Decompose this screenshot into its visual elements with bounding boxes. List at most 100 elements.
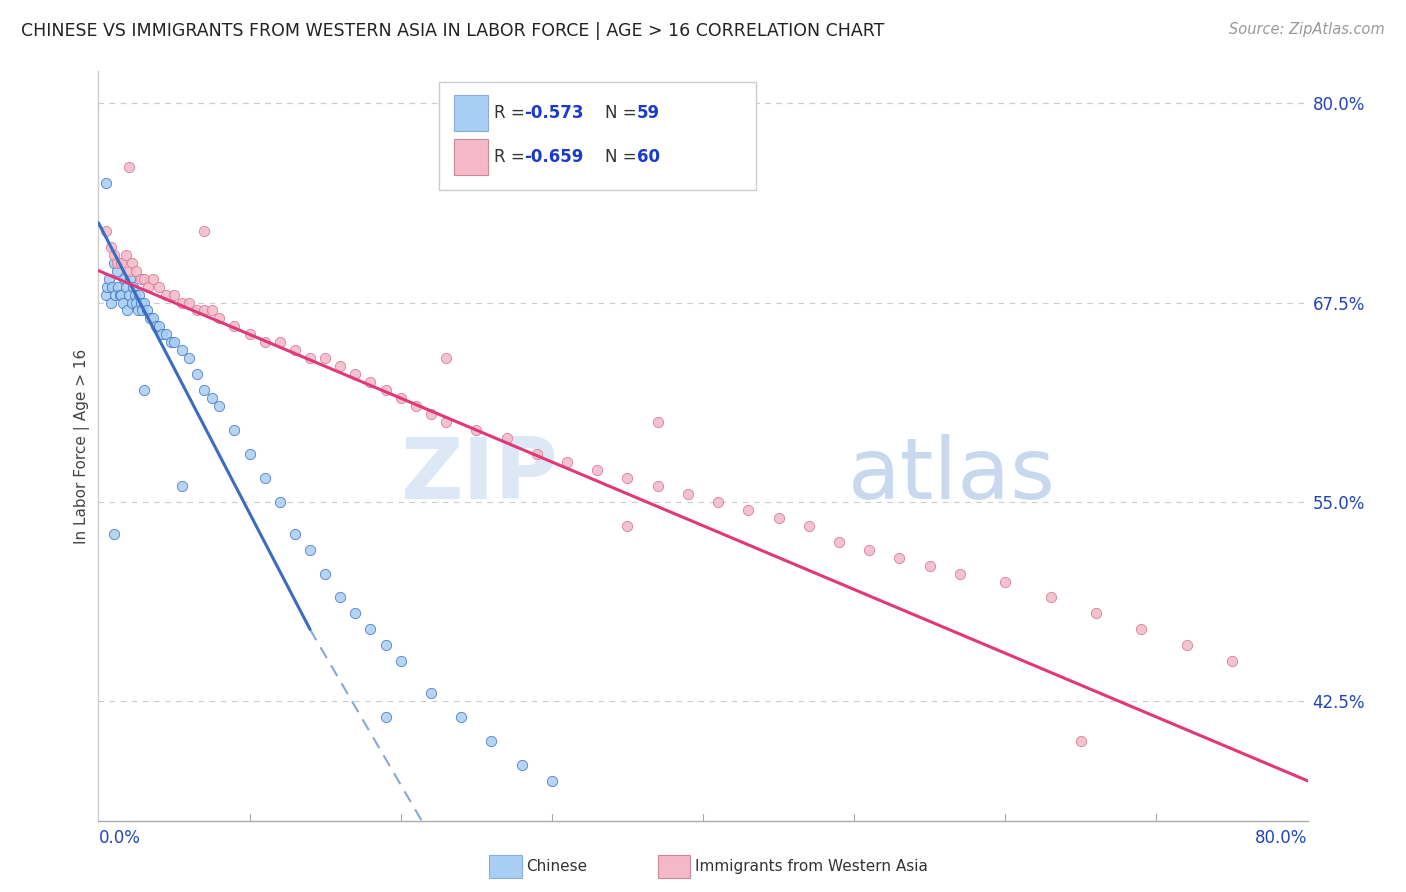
Text: CHINESE VS IMMIGRANTS FROM WESTERN ASIA IN LABOR FORCE | AGE > 16 CORRELATION CH: CHINESE VS IMMIGRANTS FROM WESTERN ASIA … <box>21 22 884 40</box>
Point <box>163 335 186 350</box>
Point <box>389 391 412 405</box>
Point <box>918 558 941 573</box>
Point <box>1085 607 1108 621</box>
Point <box>125 295 148 310</box>
Point <box>495 431 517 445</box>
Point <box>1130 623 1153 637</box>
Point <box>145 319 167 334</box>
Point <box>707 495 730 509</box>
Point <box>481 734 503 748</box>
Text: 59: 59 <box>637 104 659 122</box>
Point <box>155 287 177 301</box>
Point <box>344 607 367 621</box>
Text: atlas: atlas <box>848 434 1056 517</box>
Point <box>98 271 121 285</box>
Point <box>179 351 201 366</box>
Point <box>131 303 153 318</box>
Point <box>186 368 208 382</box>
Point <box>224 319 246 334</box>
Point <box>94 176 117 190</box>
Point <box>374 710 396 724</box>
Point <box>555 455 578 469</box>
Point <box>186 303 208 318</box>
Point <box>124 287 146 301</box>
Point <box>160 335 183 350</box>
Point <box>374 638 396 652</box>
Point <box>389 654 412 668</box>
Point <box>465 423 488 437</box>
Point <box>1039 591 1062 605</box>
Point <box>420 407 443 421</box>
Point <box>586 463 609 477</box>
Point <box>94 224 117 238</box>
Point <box>889 550 911 565</box>
Point <box>201 391 224 405</box>
Point <box>737 502 759 516</box>
Point <box>115 303 138 318</box>
Point <box>201 303 224 318</box>
Point <box>118 263 141 277</box>
Point <box>104 287 127 301</box>
Point <box>329 591 352 605</box>
Point <box>314 351 336 366</box>
Point <box>121 255 143 269</box>
Point <box>676 487 699 501</box>
Point <box>110 255 132 269</box>
Text: Chinese: Chinese <box>526 859 586 873</box>
Point <box>155 327 177 342</box>
Point <box>142 311 165 326</box>
Point <box>299 542 322 557</box>
Point <box>114 248 136 262</box>
Point <box>1175 638 1198 652</box>
Point <box>616 471 638 485</box>
Point <box>108 287 131 301</box>
Point <box>129 271 152 285</box>
Point <box>239 447 262 461</box>
Point <box>179 295 201 310</box>
Point <box>224 423 246 437</box>
Point <box>193 224 215 238</box>
Point <box>135 303 157 318</box>
Point <box>118 160 141 174</box>
Point <box>208 311 231 326</box>
Point <box>107 279 129 293</box>
Point <box>105 255 128 269</box>
Point <box>129 295 152 310</box>
Point <box>647 415 669 429</box>
Point <box>420 686 443 700</box>
Point <box>269 495 291 509</box>
Point <box>125 263 148 277</box>
Point <box>132 271 155 285</box>
Point <box>139 311 162 326</box>
Point <box>253 335 276 350</box>
Text: 0.0%: 0.0% <box>98 829 141 847</box>
Point <box>193 383 215 397</box>
Point <box>110 287 132 301</box>
Point <box>284 343 307 358</box>
Point <box>111 295 134 310</box>
Point <box>616 518 638 533</box>
Point <box>434 415 457 429</box>
Text: -0.659: -0.659 <box>524 148 583 166</box>
Point <box>100 295 122 310</box>
Point <box>360 623 382 637</box>
Point <box>434 351 457 366</box>
Point <box>949 566 972 581</box>
Point <box>118 287 141 301</box>
Text: 80.0%: 80.0% <box>1256 829 1308 847</box>
Point <box>768 510 790 524</box>
Point <box>103 526 125 541</box>
Point <box>797 518 820 533</box>
Point <box>170 295 193 310</box>
Point <box>148 279 170 293</box>
Point <box>329 359 352 374</box>
Point <box>132 295 155 310</box>
Point <box>128 287 150 301</box>
Point <box>170 479 193 493</box>
Point <box>828 534 851 549</box>
Point <box>374 383 396 397</box>
Point <box>100 240 122 254</box>
Text: R =: R = <box>494 104 530 122</box>
Point <box>994 574 1017 589</box>
Point <box>1070 734 1092 748</box>
